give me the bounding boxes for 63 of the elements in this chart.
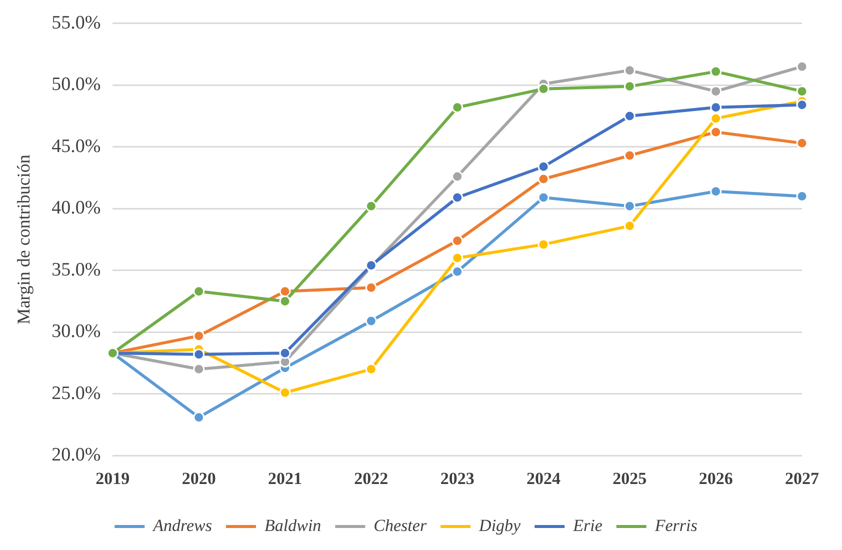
legend-label: Baldwin bbox=[264, 516, 322, 535]
point bbox=[710, 126, 722, 138]
y-tick-label: 45.0% bbox=[52, 136, 101, 157]
point bbox=[538, 238, 550, 250]
x-tick-label: 2022 bbox=[354, 469, 388, 488]
x-tick-label: 2021 bbox=[268, 469, 302, 488]
point bbox=[624, 80, 636, 92]
point bbox=[365, 315, 377, 327]
legend-label: Digby bbox=[478, 516, 522, 535]
point bbox=[710, 102, 722, 114]
point bbox=[452, 252, 464, 264]
y-tick-label: 20.0% bbox=[52, 444, 101, 466]
legend-label: Ferris bbox=[654, 516, 698, 535]
point bbox=[452, 102, 464, 114]
x-tick-label: 2020 bbox=[182, 469, 216, 488]
point bbox=[796, 137, 808, 149]
point bbox=[193, 363, 205, 375]
y-tick-label: 30.0% bbox=[52, 321, 101, 342]
y-tick-label: 25.0% bbox=[52, 382, 101, 404]
x-tick-label: 2023 bbox=[440, 469, 474, 488]
legend-label: Chester bbox=[374, 516, 427, 535]
point bbox=[624, 64, 636, 76]
point bbox=[710, 186, 722, 198]
x-tick-label: 2026 bbox=[698, 469, 733, 488]
point bbox=[452, 266, 464, 278]
y-tick-label: 50.0% bbox=[52, 74, 101, 96]
x-tick-label: 2025 bbox=[612, 469, 647, 488]
point bbox=[538, 160, 550, 172]
point bbox=[796, 86, 808, 98]
point bbox=[710, 66, 722, 78]
point bbox=[365, 200, 377, 212]
point bbox=[538, 83, 550, 95]
point bbox=[279, 295, 291, 307]
point bbox=[193, 330, 205, 342]
legend-label: Erie bbox=[572, 516, 603, 535]
x-tick-label: 2027 bbox=[785, 469, 820, 488]
y-tick-label: 40.0% bbox=[52, 198, 101, 219]
point bbox=[452, 170, 464, 182]
point bbox=[710, 86, 722, 98]
point bbox=[279, 347, 291, 359]
point bbox=[538, 192, 550, 204]
point bbox=[365, 363, 377, 375]
point bbox=[624, 110, 636, 122]
point bbox=[624, 200, 636, 212]
legend-label: Andrews bbox=[152, 516, 212, 535]
point bbox=[279, 386, 291, 398]
y-tick-label: 35.0% bbox=[52, 259, 101, 280]
point bbox=[624, 150, 636, 162]
point bbox=[193, 286, 205, 298]
x-tick-label: 2024 bbox=[526, 469, 562, 488]
point bbox=[193, 348, 205, 360]
point bbox=[538, 173, 550, 185]
point bbox=[193, 412, 205, 424]
point bbox=[452, 234, 464, 246]
point bbox=[796, 99, 808, 111]
point bbox=[796, 60, 808, 72]
y-axis-title: Margin de contribución bbox=[14, 154, 34, 324]
point bbox=[452, 192, 464, 204]
point bbox=[624, 220, 636, 232]
y-tick-label: 55.0% bbox=[52, 12, 101, 34]
point bbox=[710, 112, 722, 124]
point bbox=[365, 282, 377, 294]
x-tick-label: 2019 bbox=[96, 469, 130, 488]
